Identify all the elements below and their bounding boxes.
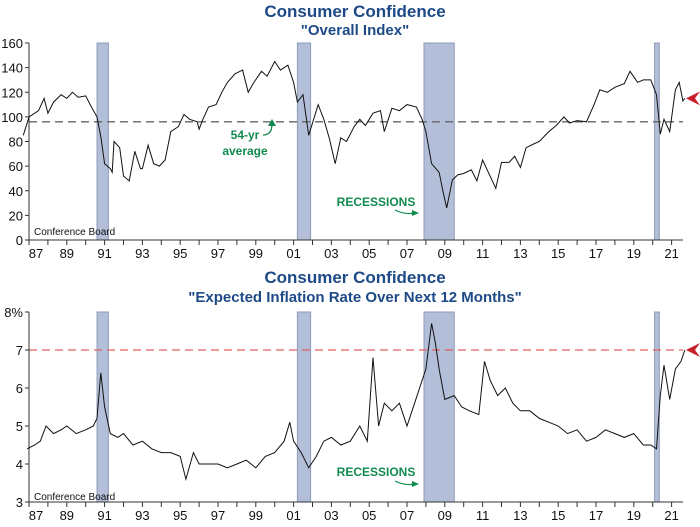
chart2-source: Conference Board [34, 492, 115, 503]
x-tick-label: 13 [513, 246, 527, 261]
recession-bar [423, 42, 455, 241]
recession-bar [96, 42, 109, 241]
recessions-arrowhead-icon-top [412, 210, 419, 216]
x-tick-label: 03 [324, 246, 338, 261]
x-tick-label: 01 [286, 508, 300, 523]
x-tick-label: 95 [173, 246, 187, 261]
average-arrowhead-icon [268, 119, 276, 126]
x-tick-label: 05 [362, 508, 376, 523]
x-tick-label: 15 [551, 508, 565, 523]
x-tick-label: 05 [362, 246, 376, 261]
x-tick-label: 93 [135, 508, 149, 523]
average-annotation-line1: 54-yr [231, 128, 260, 142]
x-tick-label: 13 [513, 508, 527, 523]
x-tick-label: 19 [627, 246, 641, 261]
chart2-subtitle: "Expected Inflation Rate Over Next 12 Mo… [188, 289, 521, 306]
series-line [26, 323, 686, 482]
chart1-plot: 0 20 40 60 80 100 120 140 160 87 89 91 93 95 97 99 01 03 0… [1, 36, 700, 261]
x-tick-label: 91 [97, 246, 111, 261]
x-tick-label: 15 [551, 246, 565, 261]
recessions-annotation-bottom: RECESSIONS [337, 465, 416, 479]
y-tick-label: 5 [16, 419, 23, 434]
recession-bar [296, 311, 312, 503]
latest-value-marker-icon [686, 91, 700, 106]
chart1-source: Conference Board [34, 227, 115, 238]
y-tick-label: 40 [9, 184, 23, 199]
y-tick-label: 120 [1, 85, 23, 100]
y-tick-label: 160 [1, 36, 23, 51]
x-tick-label: 89 [60, 508, 74, 523]
recession-bar [423, 311, 455, 503]
chart1-title: Consumer Confidence [264, 2, 445, 21]
x-tick-label: 09 [438, 246, 452, 261]
x-tick-label: 21 [664, 246, 678, 261]
y-tick-label: 8% [4, 305, 23, 320]
x-tick-label: 11 [476, 508, 490, 523]
x-tick-label: 95 [173, 508, 187, 523]
recession-bar [96, 311, 109, 503]
x-tick-label: 99 [249, 246, 263, 261]
y-tick-label: 100 [1, 110, 23, 125]
x-tick-label: 87 [29, 246, 43, 261]
y-tick-label: 80 [9, 135, 23, 150]
recession-bar [654, 311, 660, 503]
x-tick-label: 91 [97, 508, 111, 523]
y-tick-label: 7 [16, 343, 23, 358]
x-tick-label: 09 [438, 508, 452, 523]
y-tick-label: 140 [1, 61, 23, 76]
x-tick-label: 89 [60, 246, 74, 261]
x-tick-label: 99 [249, 508, 263, 523]
x-tick-label: 07 [400, 246, 414, 261]
series-line [22, 60, 686, 209]
chart1-subtitle: "Overall Index" [301, 22, 409, 39]
recession-bar [654, 42, 660, 241]
chart2-plot: 3 4 5 6 7 8% 87 89 91 93 95 97 99 01 03 05 07 09 11 13 15 17 1… [4, 305, 700, 523]
recession-bar [296, 42, 312, 241]
x-tick-label: 07 [400, 508, 414, 523]
average-annotation-line2: average [222, 144, 268, 158]
recessions-arrow-icon-top [394, 209, 415, 215]
x-tick-label: 17 [589, 508, 603, 523]
y-tick-label: 3 [16, 495, 23, 510]
x-tick-label: 11 [476, 246, 490, 261]
x-tick-label: 93 [135, 246, 149, 261]
y-tick-label: 6 [16, 381, 23, 396]
x-tick-label: 01 [286, 246, 300, 261]
x-tick-label: 19 [627, 508, 641, 523]
y-tick-label: 20 [9, 208, 23, 223]
y-tick-label: 4 [16, 457, 23, 472]
x-tick-label: 87 [29, 508, 43, 523]
x-tick-label: 97 [211, 246, 225, 261]
x-tick-label: 17 [589, 246, 603, 261]
x-tick-label: 03 [324, 508, 338, 523]
y-tick-label: 0 [16, 233, 23, 248]
recessions-annotation-top: RECESSIONS [337, 195, 416, 209]
x-tick-label: 21 [664, 508, 678, 523]
y-tick-label: 60 [9, 159, 23, 174]
x-tick-label: 97 [211, 508, 225, 523]
recessions-arrowhead-icon-bottom [412, 481, 419, 487]
chart2-title: Consumer Confidence [264, 268, 445, 287]
recessions-arrow-icon-bottom [394, 480, 415, 486]
latest-value-marker-icon [686, 343, 700, 357]
